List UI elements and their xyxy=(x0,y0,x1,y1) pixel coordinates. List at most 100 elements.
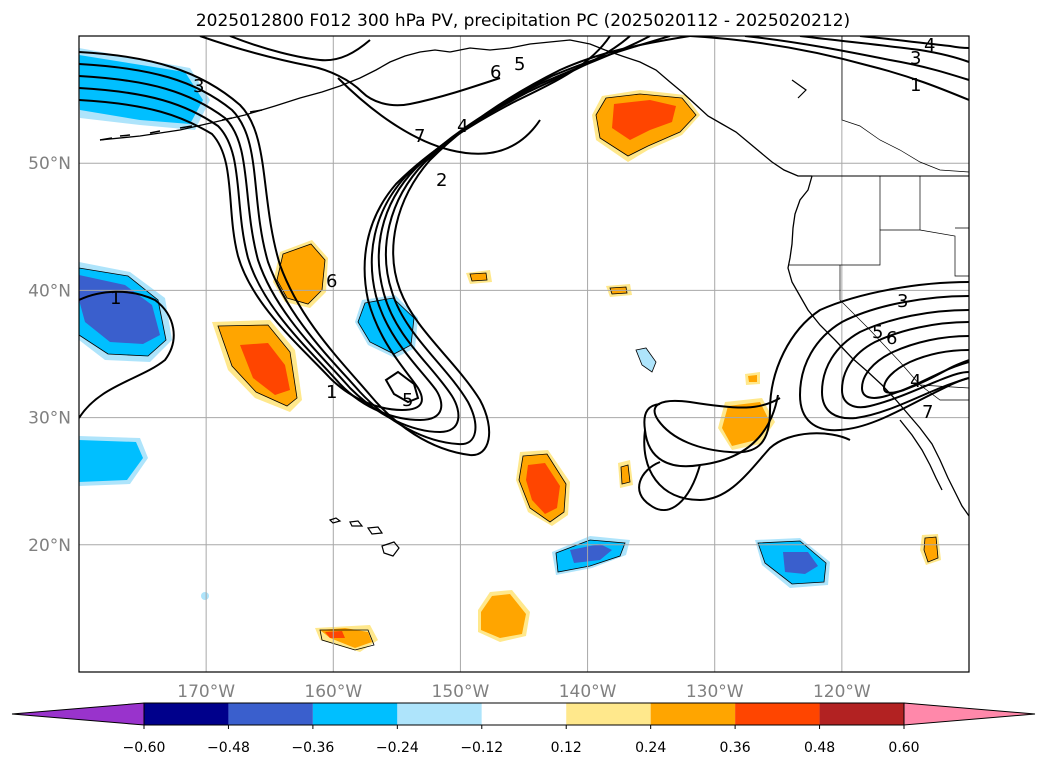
shade-blob-lightblue-35n xyxy=(635,347,657,373)
pv-contour-se-6 xyxy=(882,349,969,394)
colorbar-frame xyxy=(143,702,905,726)
latitude-labels: 50°N 40°N 30°N 20°N xyxy=(28,154,71,556)
map-frame xyxy=(78,35,970,673)
colorbar-tick-label: −0.12 xyxy=(460,740,503,756)
contour-label: 6 xyxy=(490,62,501,83)
pv-contour-se-2 xyxy=(798,295,969,432)
shade-blob-orange-14n xyxy=(478,590,530,642)
contour-label: 5 xyxy=(402,390,413,411)
colorbar-cell xyxy=(312,703,398,725)
border-canada-provinces xyxy=(841,36,969,173)
colorbar-cell xyxy=(819,703,904,725)
pv-contour-3 xyxy=(79,36,651,434)
pv-contour-west-1 xyxy=(79,290,175,419)
pv-contour-4 xyxy=(79,36,631,422)
longitude-tick-label: 140°W xyxy=(559,682,617,702)
contour-label: 1 xyxy=(110,288,121,309)
shade-blob-orange-41n xyxy=(273,240,328,308)
longitude-tick-label: 160°W xyxy=(304,682,362,702)
colorbar-ticks: −0.60 −0.48 −0.36 −0.24 −0.12 0.12 0.24 0.36 0.4… xyxy=(123,725,920,756)
colorbar-tick-label: −0.36 xyxy=(291,740,334,756)
longitude-tick-label: 130°W xyxy=(686,682,744,702)
longitude-tick-label: 150°W xyxy=(432,682,490,702)
contour-label: 5 xyxy=(872,322,883,343)
contour-label: 6 xyxy=(886,328,897,349)
colorbar-tick-label: −0.48 xyxy=(207,740,250,756)
pv-contour-5 xyxy=(79,36,611,412)
contour-label: 4 xyxy=(924,35,935,56)
pv-contour-se-4 xyxy=(840,321,969,409)
latitude-tick-label: 20°N xyxy=(28,536,71,556)
contour-label: 6 xyxy=(326,271,337,292)
longitude-tick-label: 170°W xyxy=(177,682,235,702)
contour-label: 3 xyxy=(910,48,921,69)
contour-label: 4 xyxy=(457,116,468,137)
colorbar-cell xyxy=(735,703,820,725)
coastline-gulf-alaska xyxy=(449,39,812,177)
colorbar-cells xyxy=(11,702,1036,726)
colorbar-cell xyxy=(144,703,229,725)
coastlines xyxy=(99,36,969,557)
latitude-tick-label: 40°N xyxy=(28,281,71,301)
colorbar-extend-high xyxy=(903,702,1036,726)
colorbar-cell xyxy=(566,703,651,725)
latitude-tick-label: 50°N xyxy=(28,154,71,174)
pv-contour-ridge-north xyxy=(199,36,501,107)
pv-contour-ne-4 xyxy=(859,36,969,49)
coastline-baja xyxy=(899,419,943,491)
contour-label: 1 xyxy=(910,75,921,96)
pv-contour-ne-1 xyxy=(689,36,969,101)
longitude-labels: 170°W 160°W 150°W 140°W 130°W 120°W xyxy=(177,682,871,702)
colorbar-extend-low xyxy=(11,702,145,726)
colorbar-tick-label: −0.60 xyxy=(123,740,166,756)
colorbar-cell xyxy=(481,703,567,725)
shade-blob-orange-34n xyxy=(212,320,302,412)
contour-label: 3 xyxy=(897,291,908,312)
shade-blob-west-27n xyxy=(79,436,148,486)
shade-blob-orange-29n xyxy=(718,398,775,450)
colorbar-tick-label: 0.48 xyxy=(804,740,835,756)
pv-contour-closed-5 xyxy=(384,370,420,404)
colorbar-tick-label: 0.36 xyxy=(720,740,751,756)
colorbar-cell xyxy=(228,703,313,725)
coastline-hawaii xyxy=(328,517,400,557)
contour-label: 3 xyxy=(193,76,204,97)
colorbar-cell xyxy=(650,703,736,725)
border-states-north xyxy=(879,176,969,230)
contour-label: 5 xyxy=(514,54,525,75)
coastline-north-america xyxy=(787,175,969,517)
gridlines xyxy=(79,36,969,672)
contour-label: 7 xyxy=(922,402,933,423)
colorbar-tick-label: 0.60 xyxy=(888,740,919,756)
pv-contour-ne-3 xyxy=(799,36,969,63)
contour-labels: 3 4 3 1 6 5 7 4 2 6 1 1 5 3 5 6 4 7 xyxy=(110,35,935,423)
pv-contour-se-outer xyxy=(638,394,779,511)
latitude-tick-label: 30°N xyxy=(28,409,71,429)
colorbar-cell xyxy=(397,703,482,725)
shade-blob-blue-19n xyxy=(755,538,830,588)
contour-label: 7 xyxy=(414,126,425,147)
shade-blob-orange-55n xyxy=(592,90,700,162)
colorbar: −0.60 −0.48 −0.36 −0.24 −0.12 0.12 0.24 0.36 0.4… xyxy=(11,702,1036,756)
colorbar-tick-label: 0.12 xyxy=(551,740,582,756)
coastline-arctic-islands xyxy=(791,79,807,99)
colorbar-tick-label: −0.24 xyxy=(376,740,419,756)
contour-label: 4 xyxy=(910,371,921,392)
figure-title: 2025012800 F012 300 hPa PV, precipitatio… xyxy=(196,11,850,31)
pv-contour-ne-2 xyxy=(744,36,969,81)
shade-dot-lightblue xyxy=(201,592,209,600)
longitude-tick-label: 120°W xyxy=(813,682,871,702)
colorbar-tick-label: 0.24 xyxy=(635,740,666,756)
shade-blob-small-orange xyxy=(466,270,941,565)
precip-shading xyxy=(79,48,941,652)
pv-contour-ridge-north-2 xyxy=(229,36,371,62)
pv-contours xyxy=(79,36,969,511)
shade-blob-blue-20n xyxy=(552,536,630,575)
border-us-mexico xyxy=(919,384,969,401)
shade-blob-orange-25n xyxy=(516,450,570,526)
contour-label: 2 xyxy=(436,170,447,191)
pv-contour-subtropical xyxy=(643,429,851,502)
contour-label: 1 xyxy=(326,382,337,403)
coastline-aleutian-islands xyxy=(99,109,263,141)
